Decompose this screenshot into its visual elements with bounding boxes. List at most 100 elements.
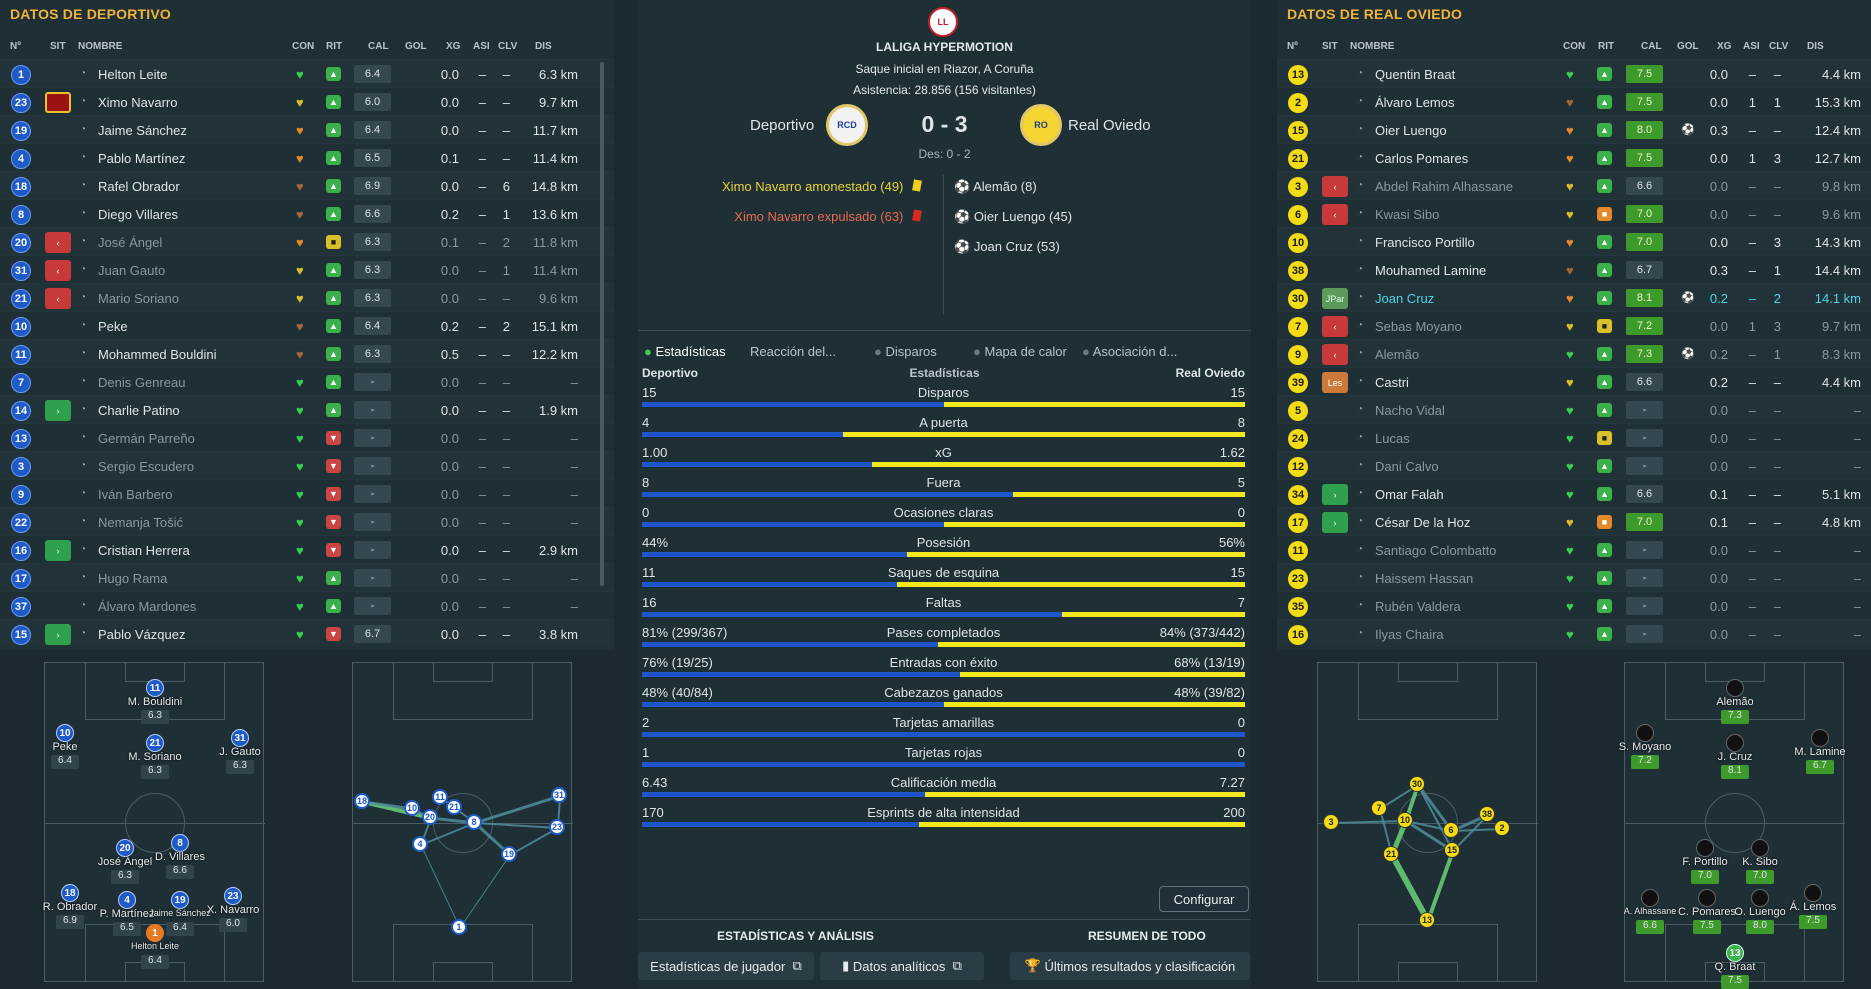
player-name[interactable]: Jaime Sánchez [98,123,187,138]
network-node[interactable]: 8 [466,814,482,830]
player-name[interactable]: Juan Gauto [98,263,166,278]
table-row[interactable]: 19 ◔ Jaime Sánchez ♥ ▲ 6.4 0.0 – – 11.7 km [0,115,614,143]
network-node[interactable]: 38 [1479,806,1495,822]
table-row[interactable]: 9 ◔ Iván Barbero ♥ ▼ - 0.0 – – – [0,479,614,507]
player-name[interactable]: Haissem Hassan [1375,571,1474,586]
tab-mapa-calor[interactable]: ● Mapa de calor [973,344,1067,359]
table-row[interactable]: 30 JPar ◔ Joan Cruz ♥ ▲ 8.1 ⚽ 0.2 – 2 14.1 km [1277,283,1871,311]
analytics-button[interactable]: ▮ Datos analíticos ⧉ [820,952,984,980]
player-name[interactable]: Castri [1375,375,1409,390]
player-name[interactable]: Omar Falah [1375,487,1444,502]
table-row[interactable]: 35 ◔ Rubén Valdera ♥ ▲ - 0.0 – – – [1277,591,1871,619]
player-name[interactable]: Iván Barbero [98,487,173,502]
network-node[interactable]: 19 [501,846,517,862]
player-name[interactable]: Nemanja Tošić [98,515,184,530]
player-name[interactable]: Denis Genreau [98,375,186,390]
column-header[interactable]: CLV [498,41,518,52]
network-node[interactable]: 15 [1444,842,1460,858]
network-node[interactable]: 13 [1419,912,1435,928]
table-row[interactable]: 38 ◔ Mouhamed Lamine ♥ ▲ 6.7 0.3 – 1 14.4 km [1277,255,1871,283]
column-header[interactable]: DIS [1807,41,1824,52]
player-marker[interactable] [1726,679,1744,697]
player-name[interactable]: Rafel Obrador [98,179,180,194]
player-marker[interactable]: 8 [171,834,189,852]
player-name[interactable]: Quentin Braat [1375,67,1456,82]
tab-disparos[interactable]: ● Disparos [874,344,937,359]
home-table-scrollbar[interactable] [600,62,604,586]
table-row[interactable]: 39 Les ◔ Castri ♥ ▲ 6.6 0.2 – – 4.4 km [1277,367,1871,395]
player-marker[interactable]: 21 [146,734,164,752]
away-team-name[interactable]: Real Oviedo [1068,117,1151,134]
table-row[interactable]: 15 ◔ Oier Luengo ♥ ▲ 8.0 ⚽ 0.3 – – 12.4 km [1277,115,1871,143]
player-marker[interactable]: 10 [56,724,74,742]
table-row[interactable]: 14 › ◔ Charlie Patino ♥ ▲ - 0.0 – – 1.9 km [0,395,614,423]
player-name[interactable]: Hugo Rama [98,571,168,586]
network-node[interactable]: 30 [1409,776,1425,792]
table-row[interactable]: 6 ‹ ◔ Kwasi Sibo ♥ ■ 7.0 0.0 – – 9.6 km [1277,199,1871,227]
network-node[interactable]: 21 [446,799,462,815]
player-name[interactable]: Santiago Colombatto [1375,543,1497,558]
table-row[interactable]: 16 ◔ Ilyas Chaira ♥ ▲ - 0.0 – – – [1277,619,1871,647]
network-node[interactable]: 2 [1494,820,1510,836]
tab-asociacion[interactable]: ● Asociación d... [1082,344,1178,359]
player-marker[interactable]: 18 [61,884,79,902]
network-node[interactable]: 3 [1323,814,1339,830]
column-header[interactable]: DIS [535,41,552,52]
table-row[interactable]: 3 ‹ ◔ Abdel Rahim Alhassane ♥ ▲ 6.6 0.0 – – 9.8 km [1277,171,1871,199]
table-row[interactable]: 22 ◔ Nemanja Tošić ♥ ▼ - 0.0 – – – [0,507,614,535]
table-row[interactable]: 9 ‹ ◔ Alemão ♥ ▲ 7.3 ⚽ 0.2 – 1 8.3 km [1277,339,1871,367]
player-marker[interactable]: 19 [171,891,189,909]
table-row[interactable]: 21 ‹ ◔ Mario Soriano ♥ ▲ 6.3 0.0 – – 9.6 km [0,283,614,311]
player-name[interactable]: José Ángel [98,235,163,250]
table-row[interactable]: 23 ◔ Haissem Hassan ♥ ▲ - 0.0 – – – [1277,563,1871,591]
results-button[interactable]: 🏆 Últimos resultados y clasificación [1010,952,1250,980]
player-marker[interactable] [1636,724,1654,742]
player-name[interactable]: César De la Hoz [1375,515,1471,530]
player-marker[interactable] [1804,884,1822,902]
player-name[interactable]: Sergio Escudero [98,459,195,474]
network-node[interactable]: 31 [551,787,567,803]
player-marker[interactable]: 31 [231,729,249,747]
table-row[interactable]: 13 ◔ Quentin Braat ♥ ▲ 7.5 0.0 – – 4.4 km [1277,59,1871,87]
player-name[interactable]: Carlos Pomares [1375,151,1469,166]
player-marker[interactable]: 23 [224,887,242,905]
player-name[interactable]: Germán Parreño [98,431,195,446]
player-name[interactable]: Diego Villares [98,207,178,222]
column-header[interactable]: SIT [1322,41,1338,52]
table-row[interactable]: 10 ◔ Peke ♥ ▲ 6.4 0.2 – 2 15.1 km [0,311,614,339]
network-node[interactable]: 18 [354,793,370,809]
player-name[interactable]: Cristian Herrera [98,543,190,558]
column-header[interactable]: SIT [50,41,66,52]
player-marker[interactable]: 11 [146,679,164,697]
player-marker[interactable] [1726,734,1744,752]
column-header[interactable]: XG [1717,41,1732,52]
column-header[interactable]: GOL [1677,41,1699,52]
player-name[interactable]: Dani Calvo [1375,459,1439,474]
player-name[interactable]: Rubén Valdera [1375,599,1461,614]
table-row[interactable]: 20 ‹ ◔ José Ángel ♥ ■ 6.3 0.1 – 2 11.8 km [0,227,614,255]
column-header[interactable]: NOMBRE [78,41,123,52]
table-row[interactable]: 23 ◔ Ximo Navarro ♥ ▲ 6.0 0.0 – – 9.7 km [0,87,614,115]
table-row[interactable]: 11 ◔ Santiago Colombatto ♥ ▲ - 0.0 – – – [1277,535,1871,563]
player-name[interactable]: Mario Soriano [98,291,179,306]
network-node[interactable]: 4 [412,836,428,852]
player-name[interactable]: Peke [98,319,128,334]
network-node[interactable]: 10 [1397,812,1413,828]
player-stats-button[interactable]: Estadísticas de jugador ⧉ [638,952,814,980]
table-row[interactable]: 2 ◔ Álvaro Lemos ♥ ▲ 7.5 0.0 1 1 15.3 km [1277,87,1871,115]
column-header[interactable]: GOL [405,41,427,52]
player-name[interactable]: Joan Cruz [1375,291,1435,306]
table-row[interactable]: 13 ◔ Germán Parreño ♥ ▼ - 0.0 – – – [0,423,614,451]
player-name[interactable]: Francisco Portillo [1375,235,1475,250]
column-header[interactable]: CLV [1769,41,1789,52]
table-row[interactable]: 5 ◔ Nacho Vidal ♥ ▲ - 0.0 – – – [1277,395,1871,423]
network-node[interactable]: 10 [404,800,420,816]
player-name[interactable]: Kwasi Sibo [1375,207,1440,222]
network-node[interactable]: 11 [432,789,448,805]
tab-reaccion[interactable]: Reacción del... [750,344,836,359]
player-marker[interactable]: 1 [146,924,164,942]
player-name[interactable]: Álvaro Mardones [98,599,197,614]
network-node[interactable]: 1 [451,919,467,935]
column-header[interactable]: CON [1563,41,1586,52]
table-row[interactable]: 11 ◔ Mohammed Bouldini ♥ ▲ 6.3 0.5 – – 12.2 km [0,339,614,367]
